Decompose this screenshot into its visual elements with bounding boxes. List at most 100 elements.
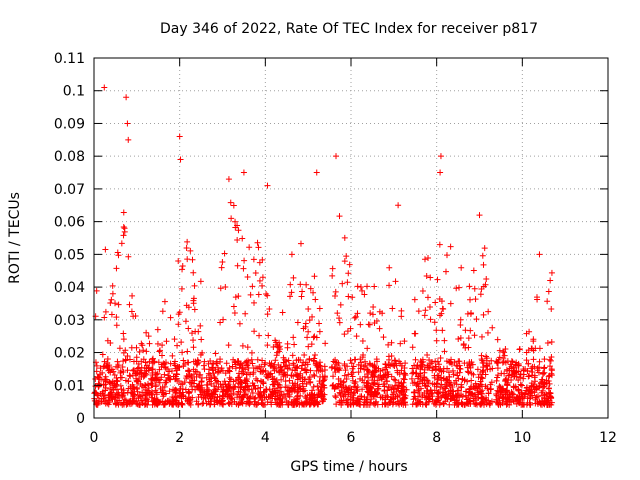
scatter-point xyxy=(427,316,434,323)
scatter-point xyxy=(313,367,320,374)
scatter-point xyxy=(401,338,408,345)
scatter-point xyxy=(495,401,502,408)
scatter-point xyxy=(361,366,368,373)
scatter-point xyxy=(311,273,318,280)
scatter-point xyxy=(219,397,226,404)
scatter-point xyxy=(548,269,555,276)
scatter-point xyxy=(124,401,131,408)
scatter-point xyxy=(437,374,444,381)
scatter-point xyxy=(397,340,404,347)
scatter-point xyxy=(205,360,212,367)
scatter-point xyxy=(541,356,548,363)
scatter-point xyxy=(433,337,440,344)
scatter-point xyxy=(304,392,311,399)
chart-title: Day 346 of 2022, Rate Of TEC Index for r… xyxy=(160,21,538,37)
scatter-point xyxy=(211,394,218,401)
scatter-point xyxy=(235,227,242,234)
scatter-point xyxy=(432,399,439,406)
scatter-point xyxy=(468,390,475,397)
scatter-point xyxy=(273,377,280,384)
scatter-point xyxy=(185,304,192,311)
scatter-point xyxy=(386,264,393,271)
scatter-point xyxy=(526,373,533,380)
scatter-point xyxy=(102,381,109,388)
scatter-point xyxy=(352,384,359,391)
scatter-point xyxy=(294,371,301,378)
scatter-point xyxy=(251,382,258,389)
scatter-point xyxy=(458,400,465,407)
scatter-point xyxy=(231,309,238,316)
scatter-point xyxy=(121,225,128,232)
scatter-point xyxy=(244,274,251,281)
scatter-point xyxy=(401,376,408,383)
scatter-point xyxy=(137,381,144,388)
scatter-point xyxy=(187,247,194,254)
scatter-point xyxy=(458,264,465,271)
scatter-point xyxy=(496,354,503,361)
scatter-point xyxy=(525,388,532,395)
scatter-point xyxy=(385,341,392,348)
y-axis-label: ROTI / TECUs xyxy=(7,192,23,284)
scatter-point xyxy=(167,314,174,321)
scatter-point xyxy=(142,386,149,393)
scatter-point xyxy=(270,364,277,371)
scatter-point xyxy=(289,380,296,387)
scatter-point xyxy=(221,378,228,385)
scatter-point xyxy=(369,311,376,318)
scatter-point xyxy=(373,317,380,324)
scatter-point xyxy=(539,376,546,383)
scatter-point xyxy=(179,386,186,393)
scatter-point xyxy=(516,345,523,352)
scatter-point xyxy=(304,334,311,341)
scatter-point xyxy=(496,397,503,404)
scatter-point xyxy=(443,376,450,383)
scatter-point xyxy=(506,393,513,400)
scatter-point xyxy=(386,400,393,407)
scatter-point xyxy=(474,366,481,373)
scatter-point xyxy=(513,395,520,402)
scatter-point xyxy=(146,358,153,365)
scatter-point xyxy=(442,398,449,405)
scatter-point xyxy=(449,367,456,374)
scatter-point xyxy=(533,386,540,393)
scatter-point xyxy=(412,369,419,376)
scatter-point xyxy=(182,318,189,325)
scatter-point xyxy=(124,353,131,360)
scatter-point xyxy=(264,398,271,405)
scatter-point xyxy=(392,377,399,384)
scatter-point xyxy=(140,373,147,380)
scatter-point xyxy=(255,390,262,397)
scatter-point xyxy=(212,350,219,357)
scatter-point xyxy=(301,399,308,406)
scatter-point xyxy=(470,267,477,274)
axis-ticks xyxy=(93,57,609,419)
scatter-point xyxy=(108,311,115,318)
scatter-point xyxy=(466,283,473,290)
scatter-point xyxy=(520,375,527,382)
x-tick-label: 8 xyxy=(432,430,441,446)
scatter-point xyxy=(200,362,207,369)
scatter-point xyxy=(547,277,554,284)
scatter-point xyxy=(265,374,272,381)
scatter-point xyxy=(125,136,132,143)
x-axis-label: GPS time / hours xyxy=(290,459,407,475)
scatter-point xyxy=(310,383,317,390)
scatter-point xyxy=(120,209,127,216)
scatter-point xyxy=(426,395,433,402)
scatter-point xyxy=(294,400,301,407)
scatter-point xyxy=(219,259,226,266)
scatter-point xyxy=(253,375,260,382)
scatter-point xyxy=(316,328,323,335)
scatter-point xyxy=(347,401,354,408)
scatter-point xyxy=(160,387,167,394)
scatter-point xyxy=(170,373,177,380)
scatter-point xyxy=(190,269,197,276)
scatter-point xyxy=(412,395,419,402)
scatter-point xyxy=(458,391,465,398)
scatter-point xyxy=(353,333,360,340)
scatter-point xyxy=(478,374,485,381)
scatter-point xyxy=(120,369,127,376)
scatter-point xyxy=(247,393,254,400)
scatter-point xyxy=(347,325,354,332)
scatter-point xyxy=(102,308,109,315)
